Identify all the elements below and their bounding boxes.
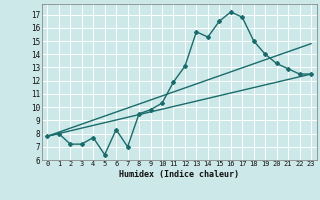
- X-axis label: Humidex (Indice chaleur): Humidex (Indice chaleur): [119, 170, 239, 179]
